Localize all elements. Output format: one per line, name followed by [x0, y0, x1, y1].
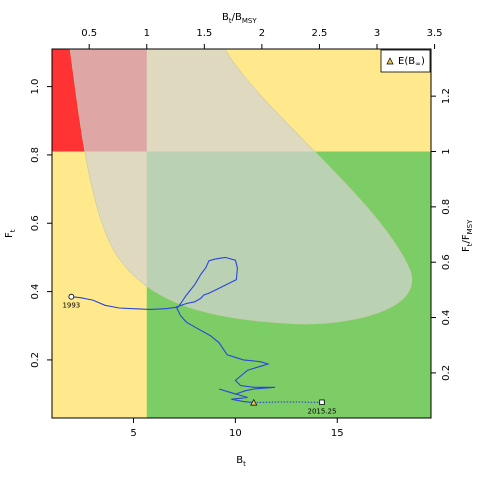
y-tick-label: 0.8 — [30, 147, 41, 163]
right-tick-label: 0.6 — [441, 254, 452, 270]
top-tick-label: 2 — [259, 28, 265, 39]
y-tick-label: 0.6 — [30, 215, 41, 231]
top-tick-label: 3.5 — [427, 28, 443, 39]
top-tick-label: 0.5 — [81, 28, 97, 39]
x-tick-label: 5 — [130, 428, 136, 439]
confidence-region — [69, 49, 413, 325]
legend-box — [380, 49, 431, 73]
x-axis-label: Bt — [236, 455, 246, 468]
top-axis-label: Bt/BMSY — [222, 12, 257, 25]
top-tick-label: 1.5 — [196, 28, 212, 39]
end-point-marker — [319, 399, 325, 405]
legend-marker-triangle — [386, 57, 394, 65]
right-tick-label: 1 — [441, 148, 452, 154]
trajectory-line — [71, 256, 276, 404]
right-tick-label: 1.2 — [441, 88, 452, 104]
end-year-label: 2015.25 — [308, 407, 337, 415]
x-tick-label: 10 — [229, 428, 242, 439]
svg-text:E(B∞): E(B∞) — [398, 56, 425, 68]
start-year-label: 1993 — [62, 302, 80, 310]
plot-area — [52, 49, 431, 418]
legend-entry-tail: ) — [421, 56, 425, 67]
legend: E(B∞) — [380, 49, 431, 73]
start-point-marker — [68, 293, 75, 300]
right-tick-label: 0.4 — [441, 310, 452, 326]
trajectory-line-dotted — [253, 401, 322, 404]
top-tick-label: 1 — [144, 28, 150, 39]
y-tick-label: 0.2 — [30, 352, 41, 368]
y-axis-label: Ft — [4, 229, 17, 238]
legend-entry: E(B — [398, 56, 415, 67]
y-tick-label: 1.0 — [30, 79, 41, 95]
top-tick-label: 2.5 — [311, 28, 327, 39]
right-tick-label: 0.2 — [441, 365, 452, 381]
right-axis-label: Ft/FMSY — [461, 219, 474, 252]
expected-biomass-marker — [250, 398, 258, 406]
legend-entry-sub: ∞ — [415, 60, 421, 68]
y-tick-label: 0.4 — [30, 284, 41, 300]
right-tick-label: 0.8 — [441, 199, 452, 215]
plot-frame — [51, 48, 432, 419]
x-tick-label: 15 — [331, 428, 344, 439]
top-tick-label: 3 — [374, 28, 380, 39]
